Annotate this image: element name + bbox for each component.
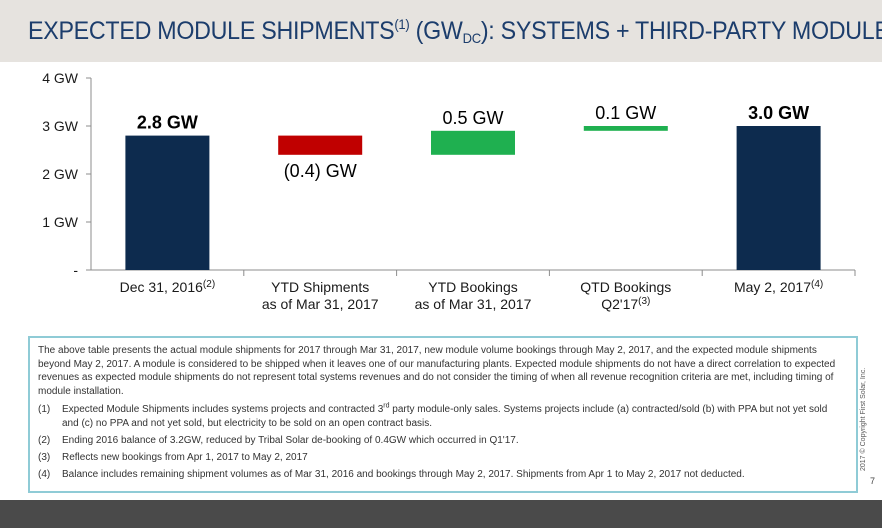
- bar-value-label: 0.5 GW: [442, 108, 503, 128]
- y-tick-label: -: [73, 262, 78, 278]
- bar-value-label: 3.0 GW: [748, 103, 809, 123]
- title-bar: EXPECTED MODULE SHIPMENTS(1) (GWDC): SYS…: [0, 0, 882, 62]
- bar-1: [125, 135, 210, 270]
- bar-value-label: (0.4) GW: [284, 161, 357, 181]
- footnote-2: (2) Ending 2016 balance of 3.2GW, reduced…: [38, 434, 846, 448]
- x-category-label: YTD Shipments as of Mar 31, 2017: [262, 279, 379, 312]
- title-main: EXPECTED MODULE SHIPMENTS: [28, 17, 395, 45]
- y-tick-label: 4 GW: [42, 70, 79, 86]
- notes-paragraph: The above table presents the actual modu…: [38, 345, 836, 397]
- footnote-1-ordinal: rd: [383, 402, 390, 410]
- x-category-label: QTD Bookings Q2'17(3): [580, 279, 671, 312]
- footnote-3-text: Reflects new bookings from Apr 1, 2017 t…: [62, 451, 308, 463]
- footnote-3: (3) Reflects new bookings from Apr 1, 201…: [38, 451, 846, 465]
- footnote-1-text-a: Expected Module Shipments includes syste…: [62, 404, 384, 415]
- footnote-1-text-b: party module-only sales. Systems project…: [62, 404, 828, 429]
- footnote-4: (4) Balance includes remaining shipment v…: [38, 468, 846, 482]
- x-category-label: Dec 31, 2016(2): [120, 279, 216, 295]
- bar-5: [736, 126, 821, 270]
- copyright-notice: 2017 © Copyright First Solar, Inc.: [860, 367, 867, 471]
- footer-bar: [0, 500, 882, 528]
- title-unit-open: (GW: [409, 17, 463, 45]
- footnote-4-text: Balance includes remaining shipment volu…: [62, 468, 745, 480]
- bar-value-label: 2.8 GW: [137, 113, 198, 133]
- title-footnote-ref: (1): [394, 16, 410, 32]
- footnote-3-number: (3): [38, 451, 51, 463]
- notes-box: The above table presents the actual modu…: [28, 336, 858, 493]
- footnote-2-text: Ending 2016 balance of 3.2GW, reduced by…: [62, 434, 519, 446]
- waterfall-chart: - 1 GW 2 GW 3 GW 4 GW 2.8 GW (0.4) GW 0.5 GW 0.1…: [42, 70, 856, 312]
- x-category-label: YTD Bookings as of Mar 31, 2017: [415, 279, 532, 312]
- bar-3: [431, 130, 515, 155]
- bar-4: [583, 126, 668, 131]
- y-tick-label: 3 GW: [42, 118, 79, 134]
- footnote-4-number: (4): [38, 468, 51, 480]
- y-tick-label: 2 GW: [42, 166, 79, 182]
- title-unit-subscript: DC: [462, 30, 482, 46]
- page-title: EXPECTED MODULE SHIPMENTS(1) (GWDC): SYS…: [28, 16, 882, 46]
- bar-2: [278, 135, 363, 155]
- footnote-1-number: (1): [38, 404, 51, 415]
- bar-value-label: 0.1 GW: [595, 103, 656, 123]
- footnote-1: (1) Expected Module Shipments includes sy…: [38, 403, 846, 430]
- title-rest: ): SYSTEMS + THIRD-PARTY MODULE: [480, 17, 882, 45]
- page-number: 7: [870, 476, 876, 486]
- footnote-2-number: (2): [38, 434, 51, 446]
- y-tick-label: 1 GW: [42, 214, 79, 230]
- x-category-label: May 2, 2017(4): [734, 279, 823, 295]
